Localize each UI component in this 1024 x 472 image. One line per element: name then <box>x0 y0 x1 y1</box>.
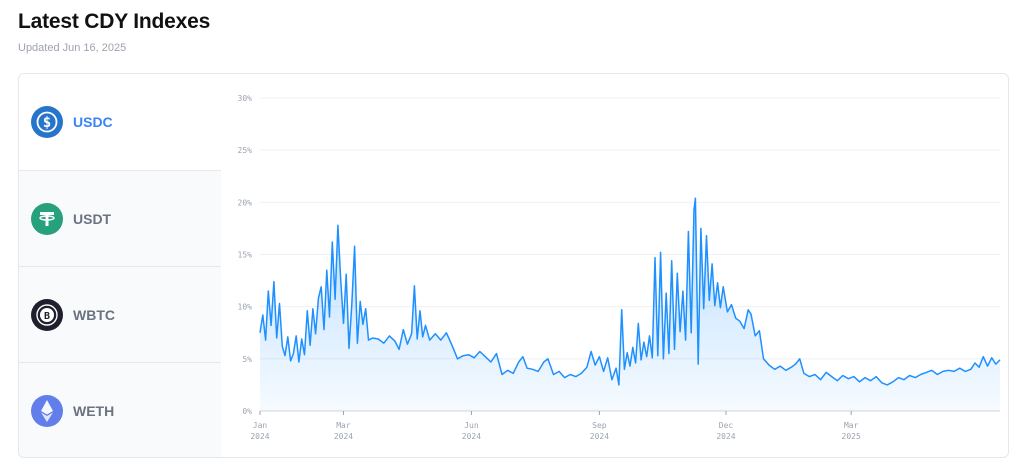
token-list: $ USDC USDT B WBT <box>19 74 221 457</box>
y-tick-label: 0% <box>242 407 252 416</box>
chart-area: 0% 5% 10% 15% 20% 25% 30% Jan 2024 Mar 2024 Jun 2024… <box>222 74 1008 457</box>
index-card: $ USDC USDT B WBT <box>18 73 1009 458</box>
token-label-wbtc: WBTC <box>73 306 115 323</box>
token-item-usdt[interactable]: USDT <box>19 171 221 267</box>
updated-timestamp: Updated Jun 16, 2025 <box>18 42 127 54</box>
x-tick-year: 2024 <box>590 432 609 441</box>
page-title: Latest CDY Indexes <box>18 10 211 33</box>
x-tick-year: 2024 <box>334 432 353 441</box>
y-tick-label: 25% <box>238 146 253 155</box>
wbtc-icon: B <box>31 298 63 331</box>
token-label-usdt: USDT <box>73 210 112 227</box>
usdc-icon: $ <box>31 106 63 138</box>
x-tick-year: 2024 <box>716 432 735 441</box>
x-tick-month: Sep <box>592 421 607 430</box>
cdy-index-chart: 0% 5% 10% 15% 20% 25% 30% Jan 2024 Mar 2024 Jun 2024… <box>238 94 1001 441</box>
x-tick-year: 2024 <box>250 432 269 441</box>
token-item-usdc[interactable]: $ USDC <box>19 74 221 171</box>
y-tick-label: 15% <box>238 251 253 260</box>
x-tick-month: Jan <box>253 421 268 430</box>
token-item-weth[interactable]: WETH <box>19 363 221 457</box>
svg-text:B: B <box>44 311 50 322</box>
x-tick-month: Mar <box>844 421 859 430</box>
y-tick-label: 10% <box>238 303 253 312</box>
x-tick-year: 2024 <box>462 432 481 441</box>
weth-icon <box>31 395 63 427</box>
index-line <box>259 197 1001 386</box>
token-label-weth: WETH <box>73 403 115 419</box>
y-tick-label: 30% <box>238 94 253 103</box>
index-area <box>260 198 1000 411</box>
svg-text:$: $ <box>43 115 51 131</box>
x-tick-month: Mar <box>336 421 351 430</box>
x-tick-year: 2025 <box>842 432 861 441</box>
x-tick-month: Dec <box>719 421 734 430</box>
y-tick-label: 20% <box>238 198 253 207</box>
token-item-wbtc[interactable]: B WBTC <box>19 267 221 363</box>
usdt-icon <box>31 202 63 235</box>
x-tick-month: Jun <box>464 421 479 430</box>
y-tick-label: 5% <box>242 355 252 364</box>
token-label-usdc: USDC <box>73 114 113 130</box>
